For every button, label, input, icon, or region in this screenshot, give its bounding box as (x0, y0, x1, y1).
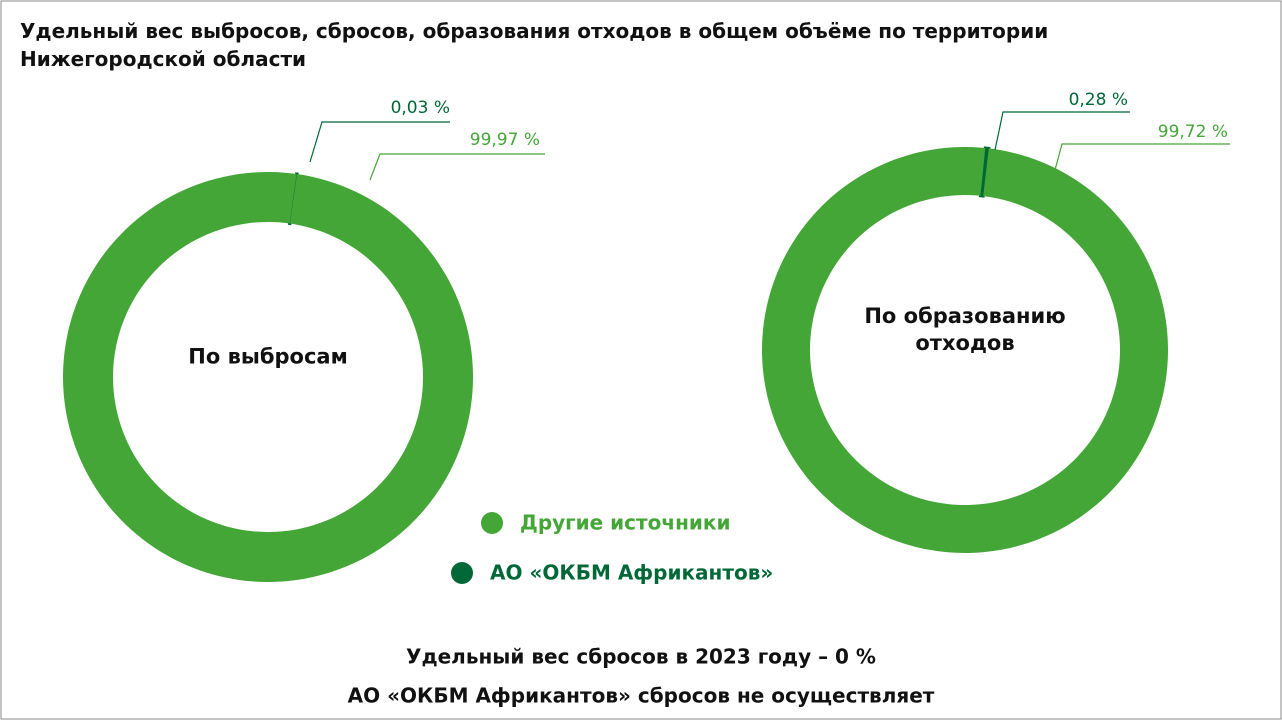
data-label: 99,97 % (470, 130, 540, 150)
note: АО «ОКБМ Африкантов» сбросов не осуществ… (348, 684, 935, 708)
legend-label: АО «ОКБМ Африкантов» (490, 561, 773, 585)
note: Удельный вес сбросов в 2023 году – 0 % (406, 645, 876, 669)
legend-marker (481, 512, 503, 534)
data-label: 0,03 % (391, 98, 450, 118)
leader-line (1054, 143, 1230, 171)
leader-line (369, 153, 545, 181)
leader-line (994, 111, 1130, 151)
donut-slice (63, 172, 474, 583)
legend-label: Другие источники (520, 511, 731, 535)
donut-center-label: По образованию отходов (864, 304, 1066, 355)
chart-title: Удельный вес выбросов, сбросов, образова… (20, 19, 1048, 71)
donut-center-label: По выбросам (188, 344, 348, 369)
leader-line (309, 121, 450, 163)
data-label: 99,72 % (1158, 122, 1228, 142)
legend-marker (451, 562, 473, 584)
data-label: 0,28 % (1069, 90, 1128, 110)
donut-slice (287, 172, 299, 226)
